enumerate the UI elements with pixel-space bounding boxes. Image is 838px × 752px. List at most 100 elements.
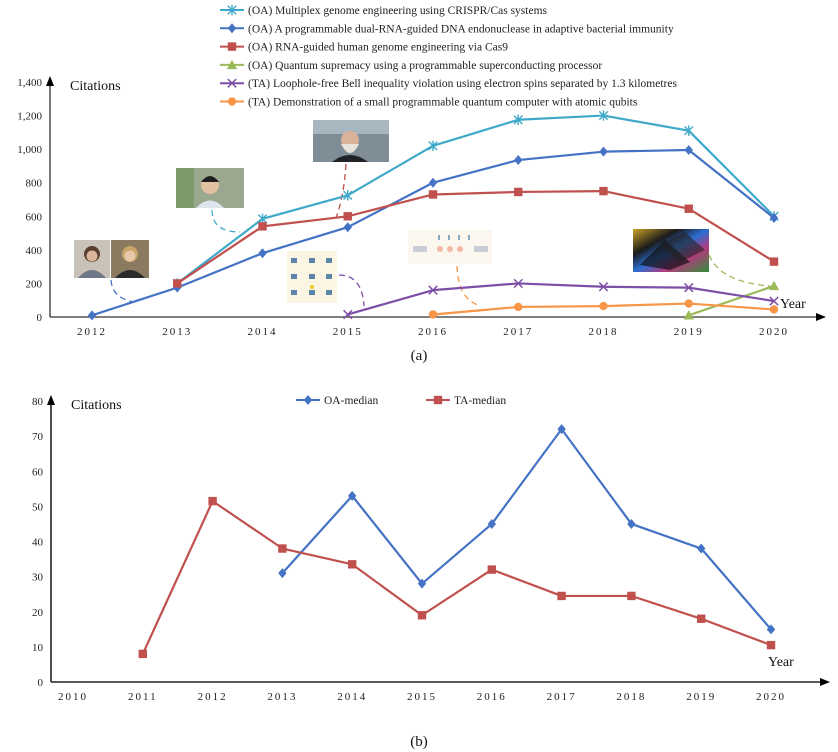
- data-point: [769, 305, 779, 314]
- data-point: [173, 279, 182, 288]
- y-tick-label: 60: [32, 466, 44, 478]
- diagram-bell-test: [287, 251, 337, 303]
- data-point: [766, 640, 776, 650]
- data-point: [343, 222, 352, 233]
- data-point: [627, 591, 636, 601]
- x-tick-label: 2017: [503, 326, 533, 338]
- data-point: [428, 310, 438, 319]
- data-point: [697, 614, 706, 623]
- series-line: [688, 284, 775, 317]
- data-point: [599, 301, 608, 311]
- data-point: [557, 591, 566, 601]
- legend-entry: (TA) Loophole-free Bell inequality viola…: [220, 78, 677, 90]
- photo-church: [313, 120, 389, 162]
- connector-charpentier-doudna: [110, 279, 135, 303]
- legend-marker: [433, 395, 443, 405]
- data-point: [487, 518, 496, 529]
- x-tick-label: 2020: [759, 326, 789, 338]
- photo-charpentier-doudna: [74, 240, 149, 278]
- legend-label: (OA) Quantum supremacy using a programma…: [248, 60, 602, 72]
- data-point: [599, 186, 608, 196]
- diagram-ion-trap: [408, 230, 492, 264]
- legend-entry: OA-median: [296, 395, 379, 407]
- data-point: [258, 248, 267, 259]
- x-tick-label: 2015: [333, 326, 363, 338]
- data-point: [428, 190, 438, 199]
- data-point: [87, 310, 97, 321]
- legend-label: (OA) RNA-guided human genome engineering…: [248, 42, 508, 54]
- series-line: [176, 114, 775, 285]
- data-point: [766, 624, 776, 635]
- chart-b-axes: 0 10 20 30 40 50 60 70 80 2010 2011 2012 2013 2014 201…: [32, 395, 830, 703]
- x-tick-label: 2015: [407, 691, 437, 703]
- chart-a-series: [87, 110, 780, 321]
- legend-label: (OA) A programmable dual-RNA-guided DNA …: [248, 23, 674, 35]
- data-point: [417, 611, 427, 620]
- data-point: [513, 114, 523, 125]
- y-axis-arrow: [47, 395, 55, 405]
- series-4: [343, 278, 779, 320]
- y-tick-label: 70: [32, 431, 44, 443]
- data-point: [513, 278, 523, 289]
- series-line: [281, 428, 772, 631]
- data-point: [208, 496, 217, 506]
- data-point: [138, 649, 147, 659]
- x-tick-label: 2019: [674, 326, 704, 338]
- chart-a-legend: (OA) Multiplex genome engineering using …: [220, 4, 677, 109]
- legend-entry: (OA) Quantum supremacy using a programma…: [220, 59, 602, 72]
- y-tick-label: 1,400: [17, 77, 42, 89]
- legend-label: (TA) Demonstration of a small programmab…: [248, 97, 638, 109]
- photo-sycamore-chip: [633, 229, 709, 272]
- y-axis-arrow: [46, 76, 54, 86]
- data-point: [768, 280, 780, 291]
- data-point: [684, 282, 694, 293]
- x-tick-label: 2017: [547, 691, 577, 703]
- y-tick-label: 0: [37, 312, 43, 324]
- y-tick-label: 1,000: [17, 144, 42, 156]
- series-1: [138, 496, 776, 659]
- data-point: [343, 190, 353, 201]
- data-point: [769, 296, 779, 306]
- connector-bell-test: [338, 274, 365, 307]
- chart-a: (OA) Multiplex genome engineering using …: [17, 4, 826, 364]
- data-point: [684, 299, 693, 308]
- legend-label: (OA) Multiplex genome engineering using …: [248, 5, 548, 17]
- y-tick-label: 600: [26, 211, 43, 223]
- y-tick-label: 20: [32, 607, 44, 619]
- data-point: [278, 568, 287, 579]
- x-tick-label: 2013: [267, 691, 297, 703]
- x-tick-label: 2014: [337, 691, 367, 703]
- data-point: [599, 146, 608, 157]
- data-point: [514, 155, 523, 166]
- x-tick-label: 2018: [589, 326, 619, 338]
- data-point: [598, 282, 609, 292]
- x-tick-label: 2012: [198, 691, 228, 703]
- data-point: [417, 578, 427, 589]
- data-point: [343, 309, 353, 320]
- x-tick-label: 2010: [58, 691, 88, 703]
- y-tick-label: 800: [26, 178, 43, 190]
- x-tick-label: 2018: [616, 691, 646, 703]
- y-axis-title: Citations: [71, 398, 122, 413]
- y-tick-label: 50: [32, 501, 44, 513]
- legend-marker: [227, 97, 237, 106]
- x-axis-title: Year: [768, 655, 794, 670]
- legend-marker: [303, 395, 313, 405]
- y-tick-label: 30: [32, 572, 44, 584]
- legend-marker: [227, 78, 237, 88]
- y-tick-label: 40: [32, 537, 44, 549]
- data-point: [697, 543, 706, 554]
- x-tick-label: 2011: [128, 691, 158, 703]
- data-point: [428, 177, 438, 188]
- legend-entry: (OA) Multiplex genome engineering using …: [220, 4, 548, 17]
- series-2: [173, 186, 779, 288]
- legend-entry: TA-median: [426, 395, 506, 407]
- data-point: [514, 187, 523, 197]
- x-tick-label: 2019: [686, 691, 716, 703]
- legend-marker: [227, 42, 237, 51]
- chart-b-caption: (b): [410, 734, 428, 750]
- x-tick-label: 2014: [248, 326, 278, 338]
- data-point: [598, 110, 609, 121]
- legend-entry: (OA) RNA-guided human genome engineering…: [220, 42, 508, 54]
- photo-zhang: [176, 168, 244, 208]
